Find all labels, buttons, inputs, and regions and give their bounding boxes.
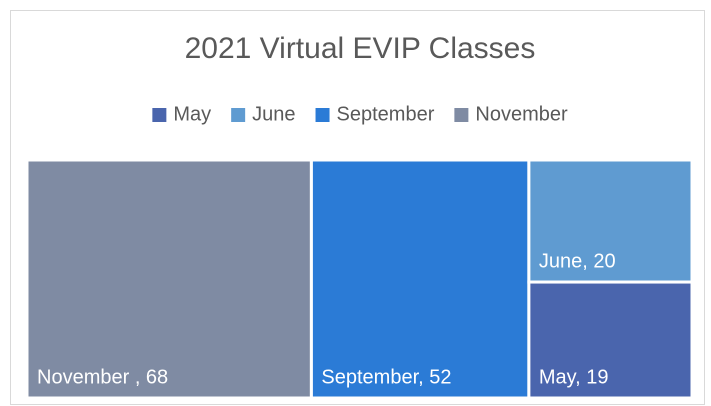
treemap-tile xyxy=(527,280,694,400)
treemap-tile xyxy=(309,158,531,400)
legend-swatch xyxy=(315,108,330,122)
treemap-tile xyxy=(527,158,694,284)
legend-swatch xyxy=(454,108,469,122)
legend-label: September xyxy=(337,103,435,125)
legend-swatch xyxy=(231,108,246,122)
legend-label: May xyxy=(173,103,211,125)
legend-swatch xyxy=(152,108,167,122)
chart-title: 2021 Virtual EVIP Classes xyxy=(185,32,536,65)
legend-label: June xyxy=(252,103,295,125)
data-label: November , 68 xyxy=(37,366,168,388)
data-label: September, 52 xyxy=(321,366,451,388)
data-label: May, 19 xyxy=(539,366,609,388)
data-label: June, 20 xyxy=(539,250,616,272)
treemap-tile xyxy=(25,158,313,400)
legend-label: November xyxy=(475,103,568,125)
